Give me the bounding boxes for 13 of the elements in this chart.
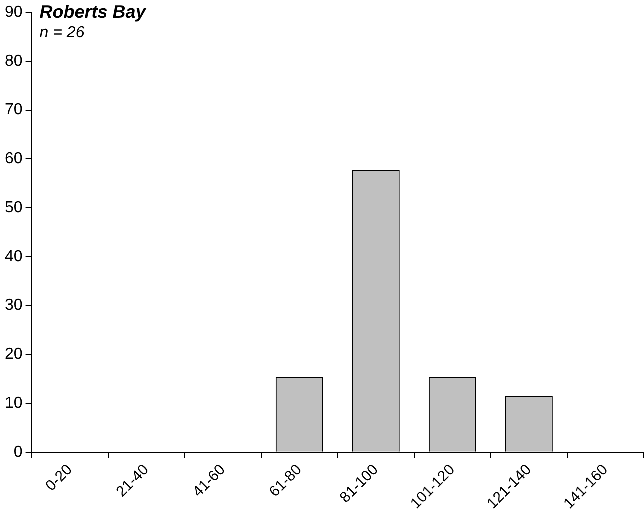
x-tick-label: 0-20: [42, 461, 76, 495]
text: n = 26: [40, 24, 85, 42]
y-tick-label: 40: [5, 248, 23, 266]
y-tick-label: 20: [5, 346, 23, 364]
y-tick-label: 60: [5, 150, 23, 168]
chart-title: Roberts Bay: [40, 2, 147, 22]
y-tick-label: 90: [5, 4, 23, 22]
y-tick-label: 50: [5, 199, 23, 216]
y-tick-label: 0: [14, 444, 23, 461]
y-tick-label: 80: [5, 52, 23, 70]
y-tick-label: 30: [5, 297, 23, 314]
y-tick-label: 10: [5, 394, 23, 412]
y-tick-label: 70: [5, 102, 23, 119]
